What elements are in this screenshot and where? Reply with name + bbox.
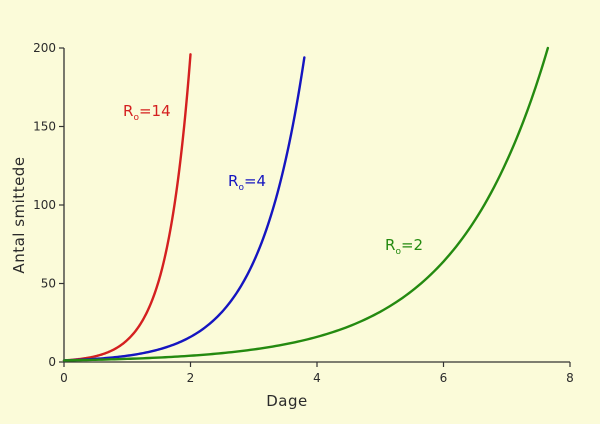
series-label-1: Ro=14: [123, 102, 171, 123]
x-tick-label: 0: [60, 371, 68, 385]
series-line-1: [62, 53, 192, 362]
y-tick-label: 200: [33, 41, 56, 55]
series-line-3: [62, 46, 550, 362]
x-tick-label: 6: [440, 371, 448, 385]
y-tick-label: 150: [33, 120, 56, 134]
y-tick-label: 0: [48, 355, 56, 369]
series-line-2: [62, 56, 306, 362]
x-tick-label: 8: [566, 371, 574, 385]
y-tick-label: 50: [41, 277, 56, 291]
series-labels: Ro=14 Ro=4 Ro=2: [123, 102, 423, 257]
y-axis-label: Antal smittede: [10, 156, 28, 273]
axes: [63, 48, 570, 363]
ticks: 0 2 4 6 8 0 50 100 150 200: [33, 41, 574, 385]
x-tick-label: 4: [313, 371, 321, 385]
series-lines: [62, 46, 550, 362]
series-label-3: Ro=2: [385, 236, 423, 257]
series-label-2: Ro=4: [228, 172, 266, 193]
x-axis-label: Dage: [266, 392, 308, 410]
y-tick-label: 100: [33, 198, 56, 212]
x-tick-label: 2: [187, 371, 195, 385]
